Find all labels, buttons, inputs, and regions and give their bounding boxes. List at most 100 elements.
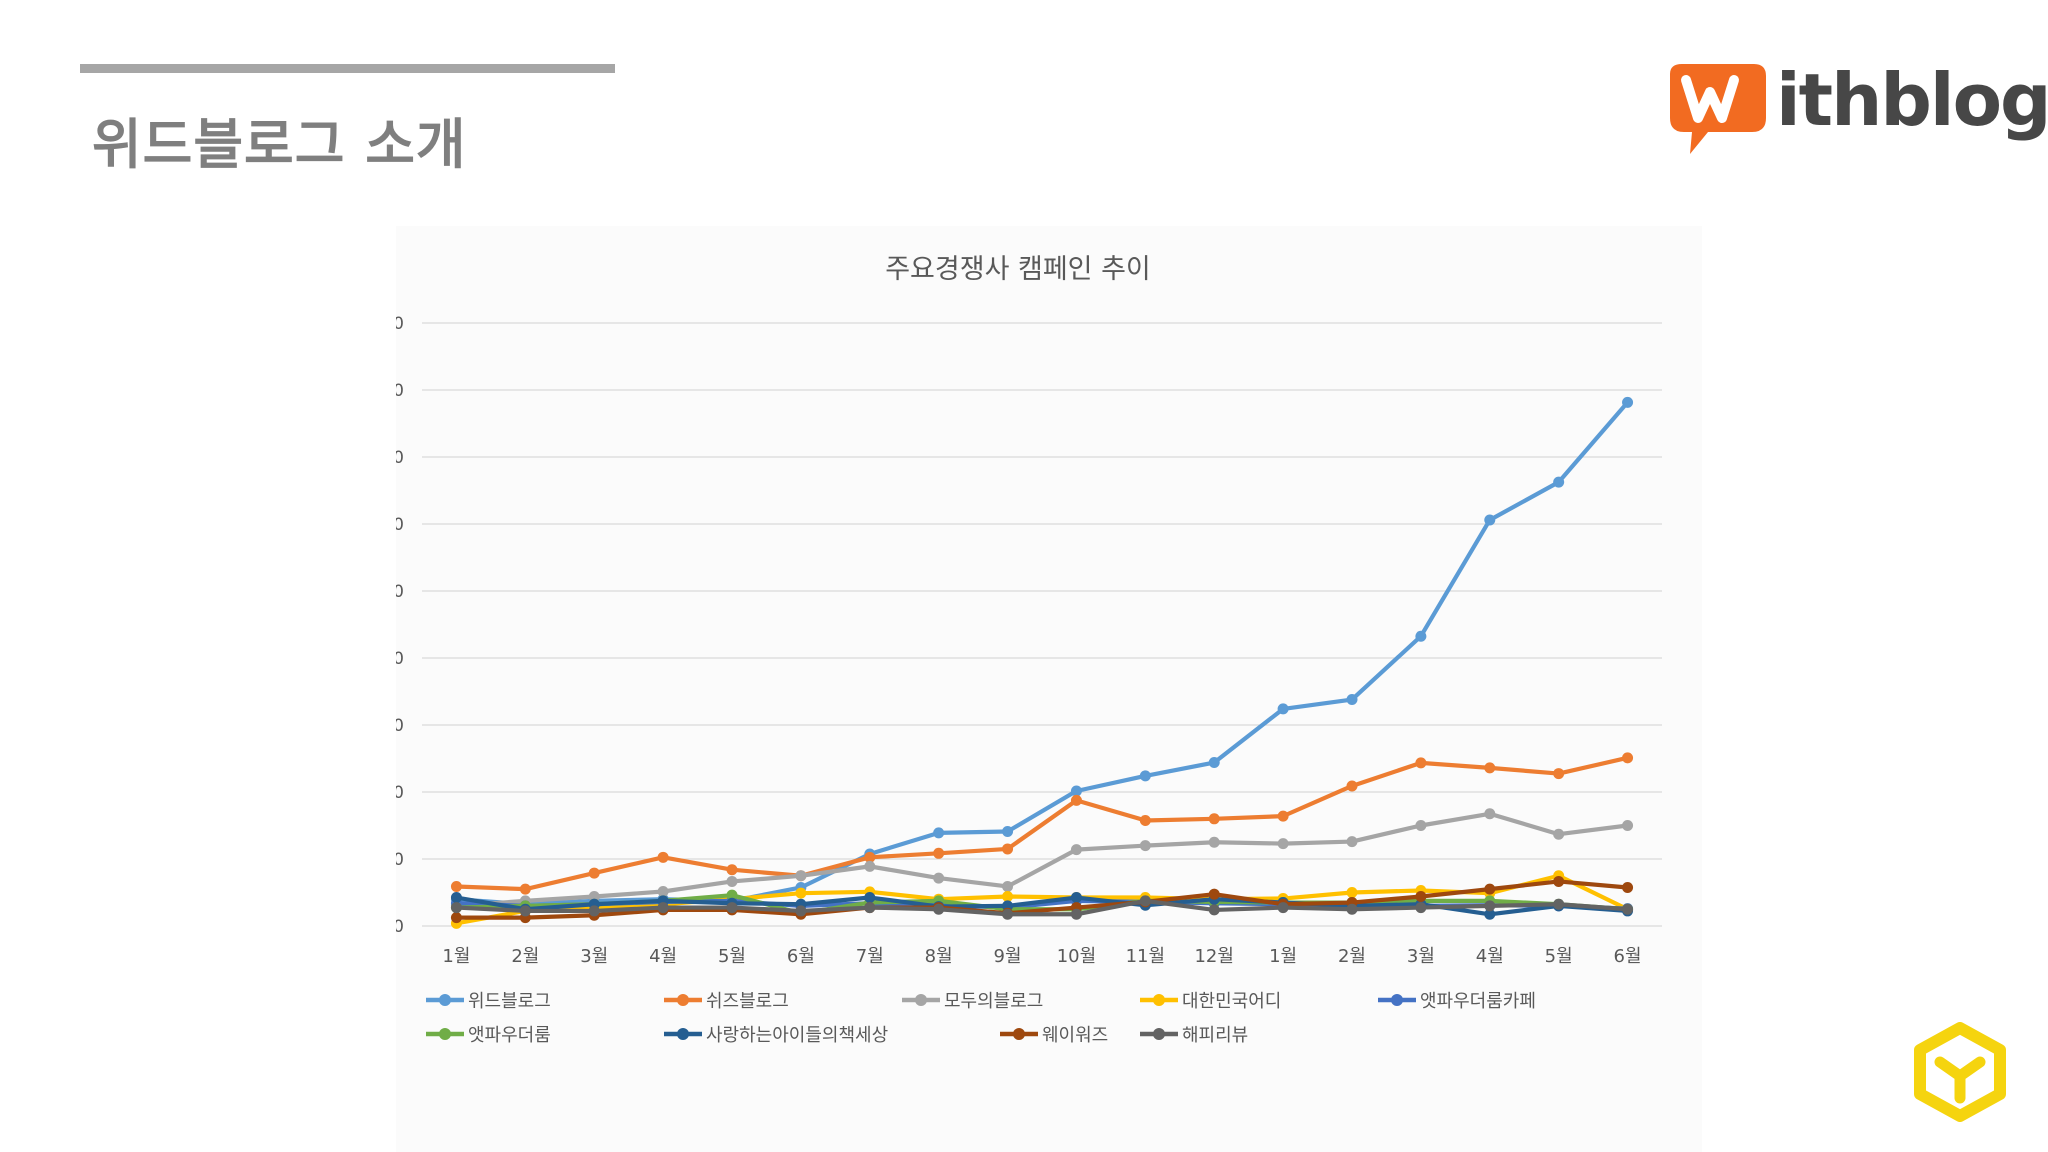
data-point [1208, 904, 1220, 916]
legend-label: 위드블로그 [468, 991, 551, 1012]
legend-swatch-marker [439, 994, 451, 1006]
data-point [1553, 898, 1565, 910]
data-point [1415, 820, 1427, 831]
data-point [1002, 843, 1014, 855]
y-tick-label: 1200 [396, 515, 404, 535]
data-point [1070, 844, 1082, 856]
legend-swatch-marker [439, 1028, 451, 1040]
data-point [1484, 900, 1496, 912]
series-9 [450, 895, 1634, 920]
data-point [795, 870, 807, 882]
x-tick-label: 11월 [1126, 946, 1165, 967]
legend-swatch-marker [677, 994, 689, 1006]
data-point [933, 872, 945, 884]
legend-label: 앳파우더룸카페 [1420, 991, 1536, 1012]
series-line [454, 755, 1630, 892]
y-tick-label: 1600 [396, 381, 404, 401]
data-point [864, 902, 876, 914]
data-point [1139, 895, 1151, 907]
data-point [657, 902, 669, 914]
y-tick-label: 400 [396, 783, 404, 803]
data-point [864, 860, 876, 872]
data-point [1277, 902, 1289, 914]
chart-gridlines [422, 322, 1662, 927]
logo-wordmark: ithblog [1776, 60, 2048, 140]
data-point [1070, 908, 1082, 920]
x-tick-label: 8월 [925, 946, 953, 967]
data-point [1277, 703, 1289, 715]
y-tick-label: 1800 [396, 314, 404, 334]
legend-item: 웨이워즈 [1000, 1025, 1108, 1046]
series-2 [450, 752, 1634, 895]
data-point [795, 887, 807, 899]
data-point [726, 875, 738, 887]
data-point [933, 903, 945, 915]
data-point [657, 851, 669, 863]
legend-label: 앳파우더룸 [468, 1025, 551, 1046]
x-tick-label: 10월 [1057, 946, 1096, 967]
x-tick-label: 6월 [787, 946, 815, 967]
data-point [1002, 891, 1014, 903]
data-point [1070, 892, 1082, 904]
chart-title: 주요경쟁사 캠페인 추이 [885, 254, 1151, 285]
withblog-logo: ithblog [1656, 56, 2048, 166]
x-tick-label: 12월 [1194, 946, 1233, 967]
data-point [1139, 814, 1151, 826]
data-point [1622, 820, 1634, 831]
data-point [1277, 838, 1289, 850]
legend-item: 사랑하는아이들의책세상 [664, 1025, 888, 1046]
data-point [1346, 694, 1358, 706]
legend-swatch-marker [677, 1028, 689, 1040]
data-point [1139, 840, 1151, 852]
data-point [1415, 757, 1427, 769]
x-tick-label: 6월 [1614, 946, 1642, 967]
data-point [795, 905, 807, 917]
y-tick-label: 200 [396, 850, 404, 870]
series-line [454, 879, 1630, 920]
data-point [864, 851, 876, 863]
x-tick-label: 1월 [442, 946, 470, 967]
legend-swatch-marker [1013, 1028, 1025, 1040]
legend-label: 사랑하는아이들의책세상 [706, 1025, 888, 1046]
x-tick-label: 9월 [994, 946, 1022, 967]
x-tick-label: 3월 [1407, 946, 1435, 967]
chart-series [450, 396, 1634, 929]
data-point [1484, 762, 1496, 774]
data-point [1553, 768, 1565, 780]
data-point [519, 883, 531, 895]
data-point [1622, 881, 1634, 893]
data-point [450, 912, 462, 924]
data-point [1070, 794, 1082, 806]
legend-item: 쉬즈블로그 [664, 991, 789, 1012]
data-point [450, 892, 462, 904]
x-tick-label: 4월 [649, 946, 677, 967]
data-point [1622, 903, 1634, 915]
data-point [1208, 757, 1220, 769]
data-point [1553, 476, 1565, 488]
data-point [450, 880, 462, 892]
data-point [1415, 902, 1427, 914]
data-point [588, 905, 600, 917]
data-point [726, 902, 738, 914]
chart-panel: 주요경쟁사 캠페인 추이 0 200 400 600 800 1000 1200 1400 16… [396, 226, 1702, 1152]
legend-label: 쉬즈블로그 [706, 991, 789, 1012]
data-point [1484, 514, 1496, 526]
x-tick-label: 4월 [1476, 946, 1504, 967]
legend-item: 앳파우더룸카페 [1378, 991, 1536, 1012]
logo-wordmark-text: ithblog [1776, 58, 2048, 142]
data-point [1415, 630, 1427, 642]
y-tick-label: 0 [396, 917, 404, 937]
legend-label: 웨이워즈 [1042, 1025, 1108, 1046]
x-tick-label: 5월 [1545, 946, 1573, 967]
logo-speech-bubble-icon [1670, 64, 1766, 154]
x-tick-label: 2월 [511, 946, 539, 967]
legend-item: 위드블로그 [426, 991, 551, 1012]
series-line [454, 400, 1630, 907]
data-point [1208, 836, 1220, 848]
series-1 [450, 396, 1634, 910]
legend-swatch-marker [1391, 994, 1403, 1006]
legend-label: 모두의블로그 [944, 991, 1043, 1012]
data-point [450, 902, 462, 914]
data-point [1484, 883, 1496, 895]
